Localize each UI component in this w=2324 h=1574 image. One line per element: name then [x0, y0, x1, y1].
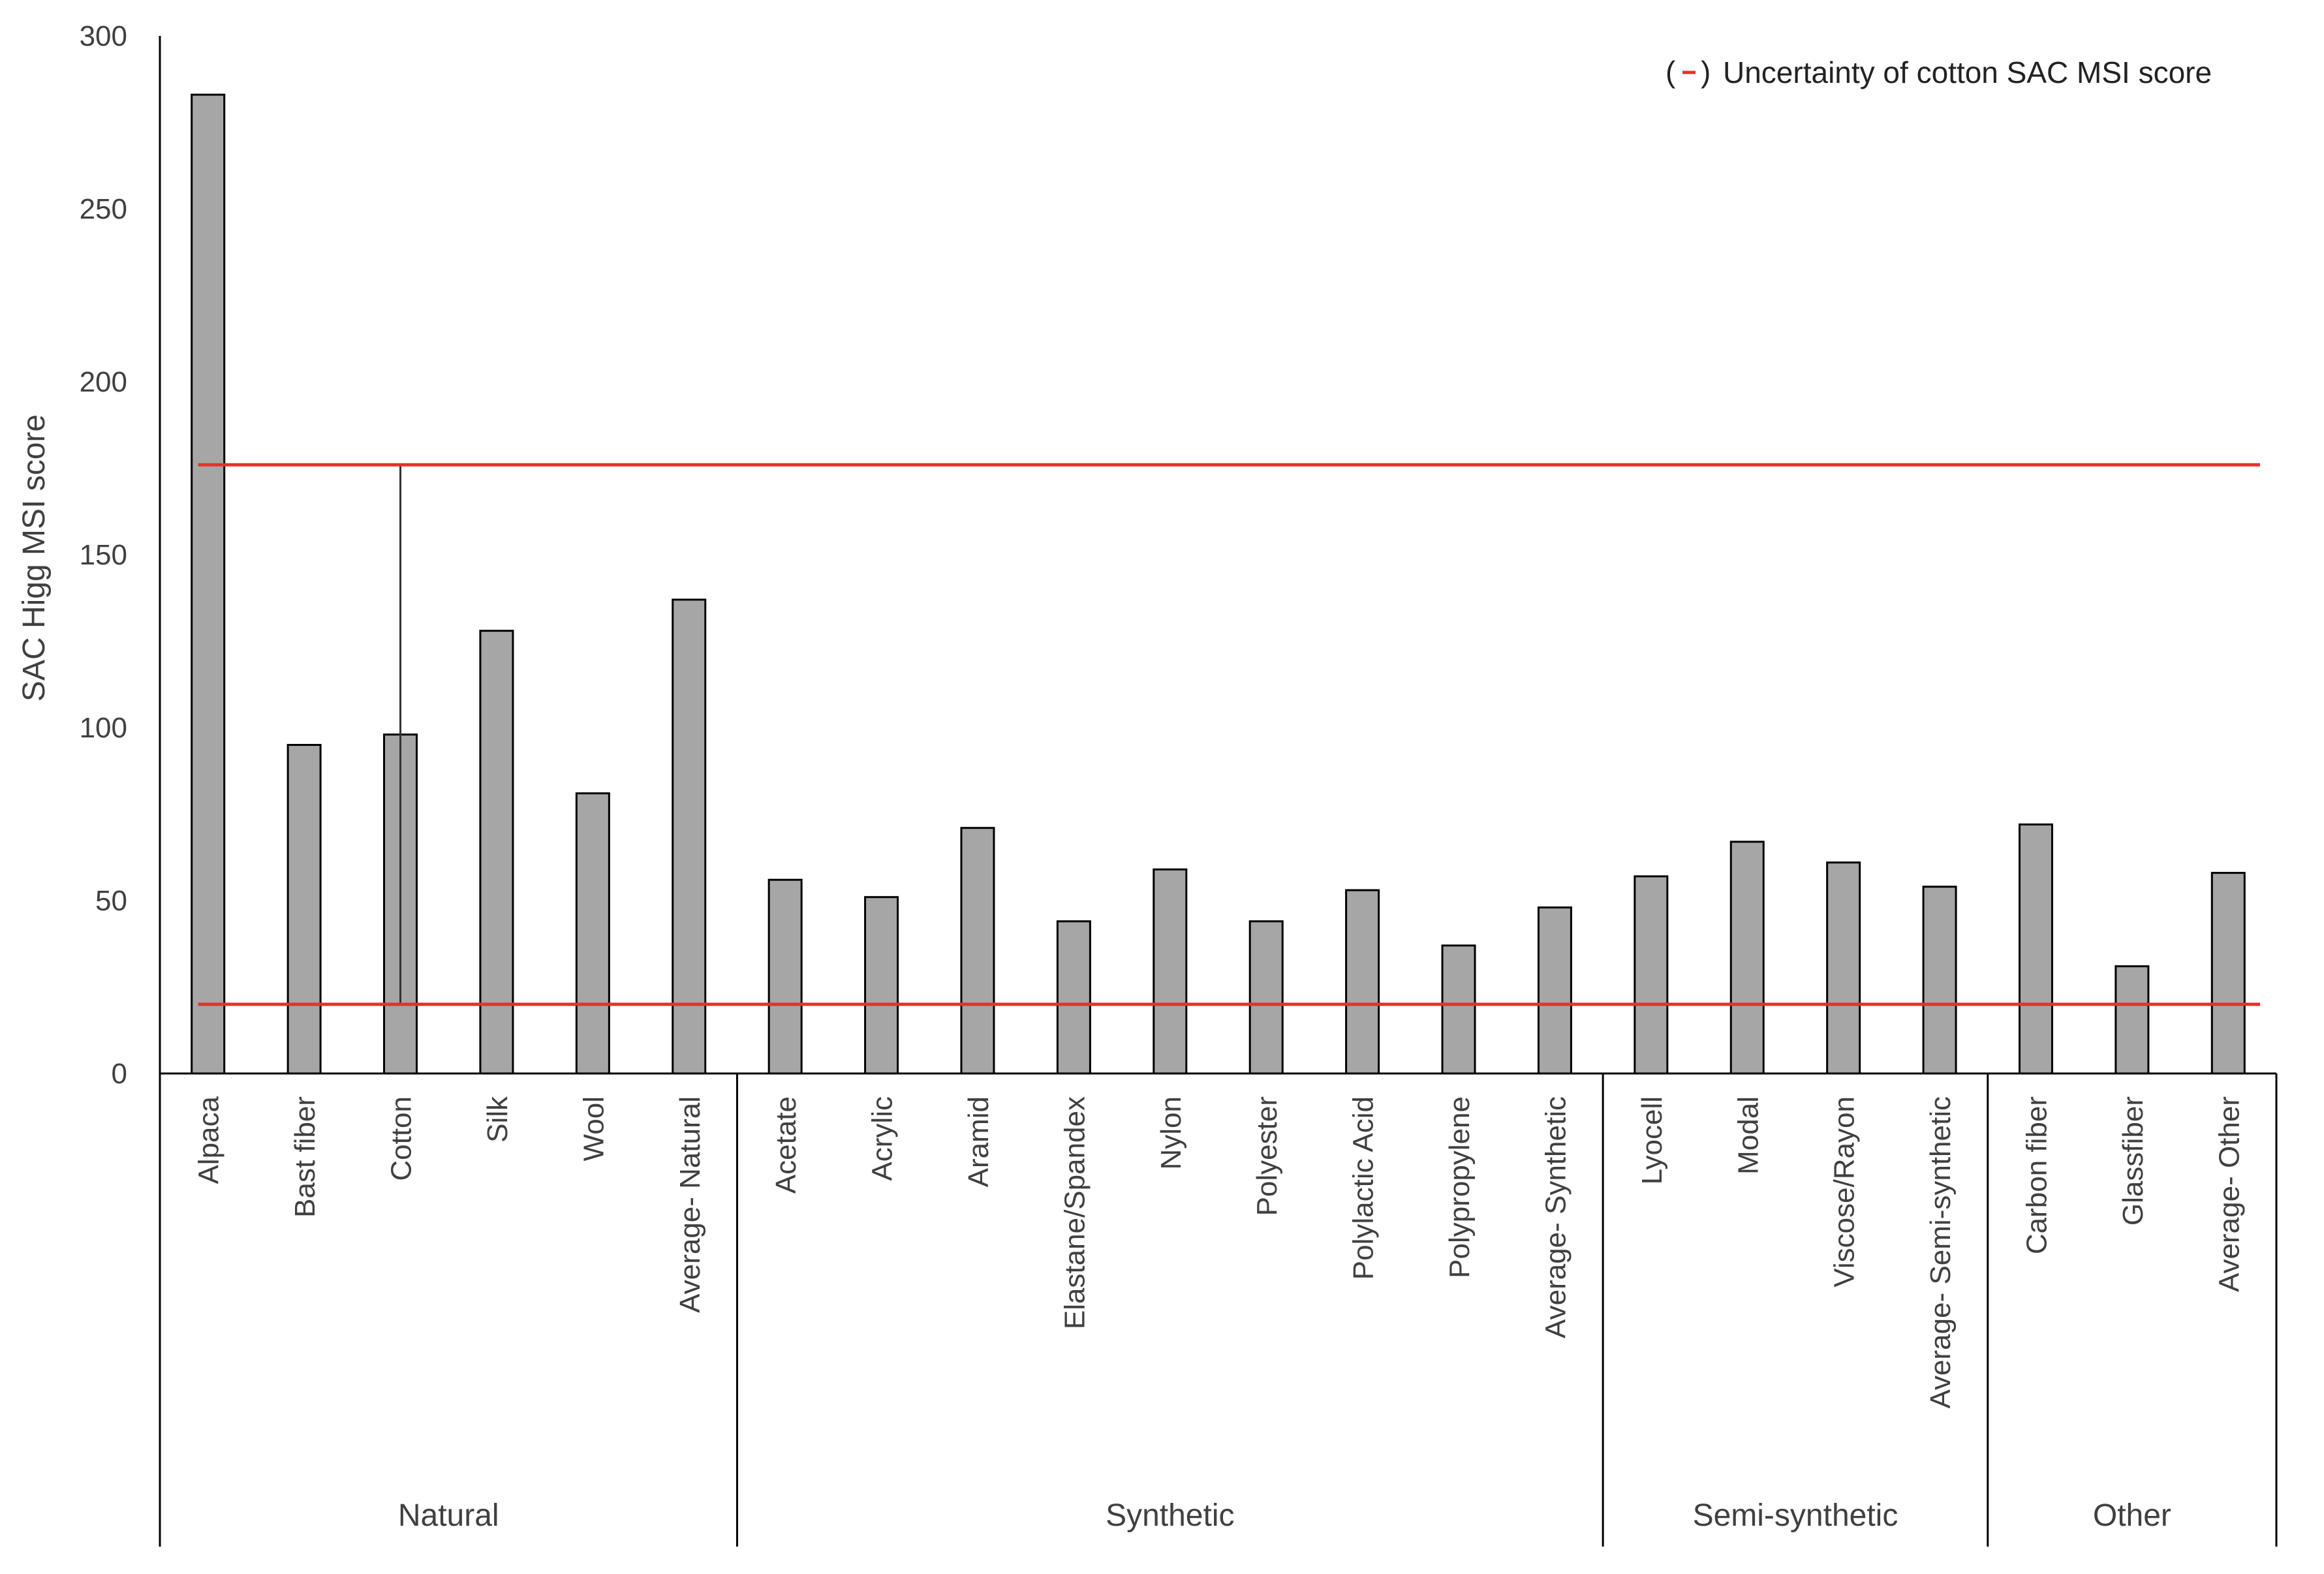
- y-tick-label: 150: [80, 539, 127, 571]
- legend-label: Uncertainty of cotton SAC MSI score: [1723, 55, 2212, 89]
- y-tick-label: 250: [80, 193, 127, 225]
- x-tick-label: Bast fiber: [289, 1096, 321, 1218]
- bars-layer: [191, 93, 2246, 1075]
- x-tick-label: Elastane/Spandex: [1059, 1096, 1091, 1329]
- bar: [864, 896, 899, 1075]
- y-tick-label: 300: [80, 20, 127, 52]
- group-label: Natural: [398, 1498, 499, 1533]
- bar: [767, 878, 803, 1075]
- legend-bracket-right: ): [1701, 55, 1711, 89]
- y-tick-label: 200: [80, 366, 127, 398]
- bar: [1537, 906, 1572, 1075]
- bar: [1056, 920, 1091, 1075]
- x-tick-label: Nylon: [1155, 1096, 1187, 1170]
- bar: [1634, 875, 1669, 1075]
- x-tick-label: Glassfiber: [2117, 1096, 2149, 1226]
- bar: [1729, 841, 1765, 1075]
- x-tick-label: Average- Synthetic: [1540, 1096, 1572, 1338]
- y-axis-title: SAC Higg MSI score: [17, 414, 52, 702]
- x-tick-label: Modal: [1732, 1096, 1764, 1175]
- y-tick-label: 100: [80, 712, 127, 744]
- x-tick-label: Viscose/Rayon: [1829, 1096, 1861, 1288]
- x-tick-label: Carbon fiber: [2021, 1096, 2053, 1254]
- x-tick-label: Polylactic Acid: [1348, 1096, 1380, 1280]
- bar: [2018, 823, 2053, 1075]
- bar: [672, 598, 707, 1075]
- bar: [191, 93, 226, 1075]
- bar: [2115, 965, 2150, 1075]
- x-tick-label: Silk: [482, 1096, 514, 1143]
- bar: [287, 744, 322, 1075]
- bar: [2210, 872, 2246, 1075]
- x-tick-label: Polypropylene: [1444, 1096, 1476, 1278]
- bar: [1922, 886, 1957, 1075]
- x-tick-label: Aramid: [963, 1096, 995, 1187]
- legend: ( ) Uncertainty of cotton SAC MSI score: [1666, 55, 2212, 89]
- bar: [1826, 861, 1861, 1075]
- uncertainty-layer: [198, 463, 2260, 1006]
- group-label: Synthetic: [1106, 1498, 1234, 1533]
- y-tick-label: 0: [112, 1058, 127, 1090]
- group-label: Semi-synthetic: [1693, 1498, 1898, 1533]
- x-tick-label: Wool: [578, 1096, 610, 1161]
- x-tick-label: Average- Semi-synthetic: [1925, 1096, 1957, 1409]
- bar: [1248, 920, 1284, 1075]
- x-tick-label: Average- Natural: [674, 1096, 706, 1313]
- group-label: Other: [2093, 1498, 2171, 1533]
- x-tick-label: Acetate: [770, 1096, 802, 1194]
- bar: [479, 630, 514, 1075]
- x-tick-label: Polyester: [1251, 1096, 1283, 1216]
- x-tick-label: Alpaca: [193, 1096, 225, 1184]
- bar: [575, 792, 610, 1075]
- bar: [1441, 944, 1476, 1075]
- y-tick-label: 50: [95, 885, 127, 917]
- x-tick-label: Average- Other: [2213, 1096, 2245, 1292]
- labels-layer: Alpaca Bast fiber Cotton Silk Wool Average- N…: [193, 1073, 2245, 1547]
- bar: [960, 827, 995, 1075]
- x-tick-label: Cotton: [386, 1096, 418, 1181]
- legend-bracket-left: (: [1666, 55, 1676, 89]
- x-tick-label: Lyocell: [1636, 1096, 1668, 1184]
- bar: [1345, 889, 1380, 1075]
- bar: [1153, 868, 1188, 1075]
- x-tick-label: Acrylic: [867, 1096, 899, 1181]
